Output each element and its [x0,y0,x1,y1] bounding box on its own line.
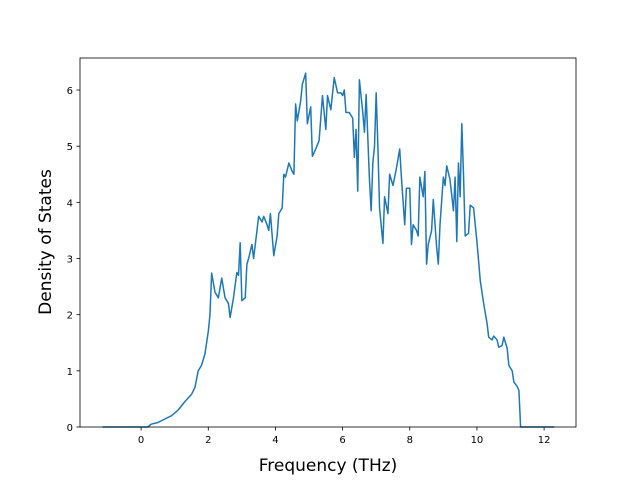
y-tick-label: 4 [67,198,73,209]
x-tick-label: 6 [339,435,345,446]
x-tick-label: 10 [471,435,484,446]
axes-frame [79,57,577,428]
x-axis-label: Frequency (THz) [259,456,398,476]
y-tick-label: 1 [67,367,73,378]
y-tick-label: 0 [67,423,73,434]
x-tick-label: 12 [538,435,551,446]
y-tick-label: 3 [67,255,73,266]
x-tick-label: 0 [138,435,144,446]
y-axis-label: Density of States [36,169,56,315]
y-tick-label: 2 [67,311,73,322]
x-tick-label: 4 [272,435,278,446]
y-tick-label: 6 [67,86,73,97]
line [102,72,555,428]
x-tick-label: 8 [407,435,413,446]
y-tick-label: 5 [67,142,73,153]
x-tick-label: 2 [205,435,211,446]
